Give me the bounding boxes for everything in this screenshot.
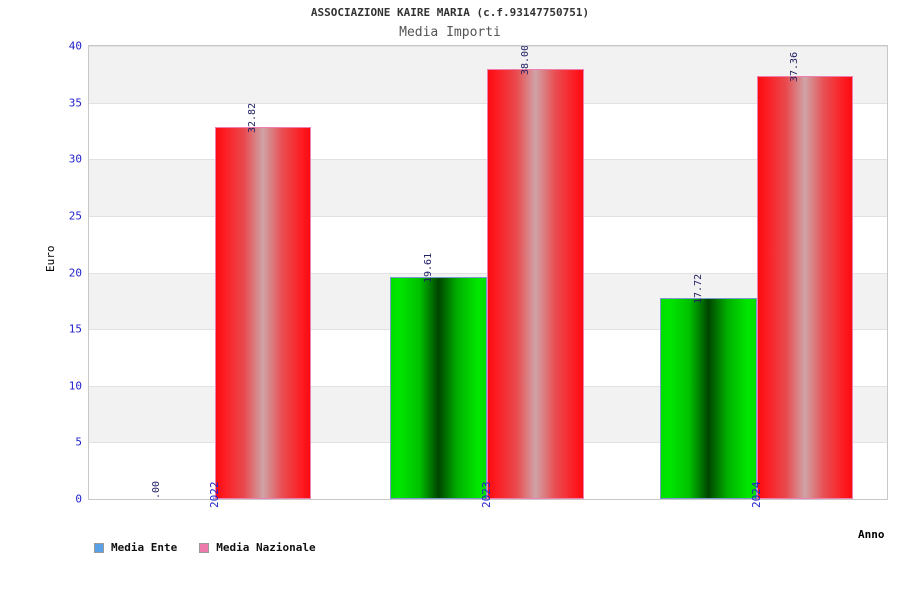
y-tick-label: 25 [68, 209, 82, 223]
y-tick-label: 35 [68, 96, 82, 110]
bar-2023-media-ente[interactable] [390, 276, 487, 499]
x-tick-label-2023: 2023 [480, 481, 493, 509]
bar-value-label: 17.72 [692, 274, 704, 305]
y-tick-label: 15 [68, 322, 82, 336]
bar-value-label: 32.82 [247, 103, 258, 134]
bar-value-label: 38.00 [519, 45, 531, 75]
x-tick-label-2022: 2022 [208, 481, 221, 509]
bar-value-label: 37.36 [789, 51, 800, 82]
bar-2024-media-ente[interactable] [660, 298, 757, 499]
x-axis-label: Anno [858, 528, 885, 541]
legend-item-media-nazionale[interactable]: Media Nazionale [199, 541, 316, 554]
bar-value-label: 19.61 [422, 252, 434, 283]
y-tick-label: 10 [68, 379, 82, 393]
y-tick-label: 20 [68, 266, 82, 279]
chart-legend: Media Ente Media Nazionale [94, 541, 328, 554]
page-title: ASSOCIAZIONE KAIRE MARIA (c.f.9314775075… [310, 6, 590, 19]
chart-subtitle: Media Importi [399, 25, 501, 40]
x-tick-label-2024: 2024 [749, 481, 763, 509]
bar-2023-media-nazionale[interactable] [487, 68, 584, 499]
bar-value-label: 0.00 [151, 480, 162, 500]
legend-label: Media Ente [111, 541, 178, 554]
y-tick-label: 40 [68, 39, 82, 53]
legend-swatch-icon [199, 542, 210, 553]
legend-swatch-icon [94, 542, 104, 553]
bar-2024-media-nazionale[interactable] [757, 75, 853, 499]
y-tick-label: 0 [75, 492, 82, 506]
y-tick-label: 5 [75, 435, 82, 449]
plot-area: 0.00 32.82 19.61 38.00 17.72 37.36 [88, 45, 888, 500]
legend-item-media-ente[interactable]: Media Ente [94, 541, 177, 554]
gridline [89, 46, 887, 47]
y-axis-label: Euro [44, 245, 57, 273]
y-tick-label: 30 [68, 152, 82, 166]
legend-label: Media Nazionale [216, 541, 316, 554]
bar-2022-media-nazionale[interactable] [215, 127, 311, 499]
